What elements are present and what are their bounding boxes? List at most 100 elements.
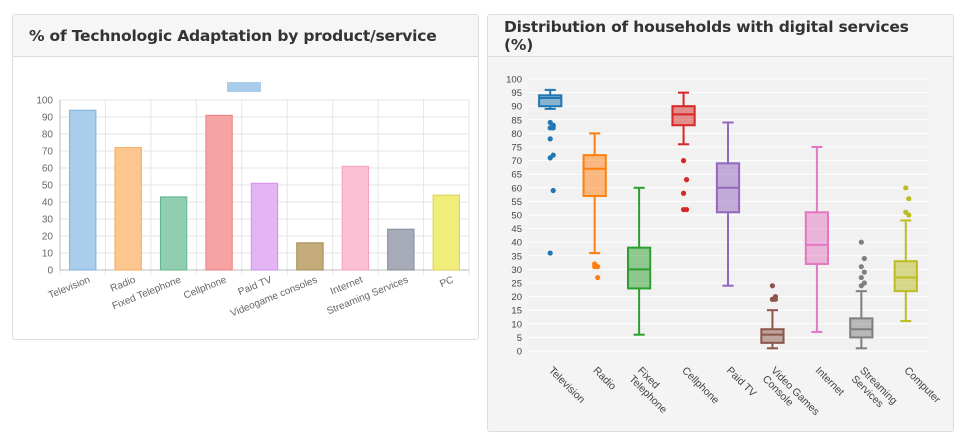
y-tick-label: 15 [511, 306, 522, 317]
x-tick-label: Computer [902, 365, 943, 406]
outlier-point [906, 196, 912, 202]
y-tick-label: 5 [517, 333, 522, 344]
y-tick-label: 50 [42, 181, 54, 192]
x-tick-label-line: Internet [813, 365, 847, 399]
y-tick-label: 10 [511, 319, 522, 330]
x-tick-label-line: Paid TV [724, 365, 759, 400]
x-tick-label: Cellphone [679, 365, 721, 407]
box [627, 246, 652, 290]
bar [341, 165, 370, 271]
x-tick-label-line: Computer [902, 365, 943, 406]
y-tick-label: 40 [42, 198, 54, 209]
x-tick-label: StreamingServices [849, 365, 900, 416]
outlier-point [683, 177, 690, 183]
outlier-point [861, 255, 867, 262]
box [582, 154, 607, 197]
y-tick-label: 30 [42, 215, 54, 226]
x-tick-label-line: Cellphone [679, 365, 721, 407]
y-tick-label: 85 [511, 115, 522, 126]
y-tick-label: 60 [42, 164, 54, 175]
bar [296, 242, 324, 271]
outlier-point [547, 155, 553, 161]
box [893, 260, 918, 293]
y-tick-label: 0 [517, 347, 522, 358]
y-tick-label: 30 [511, 265, 522, 276]
x-tick-label: Internet [813, 365, 847, 399]
bar [205, 114, 233, 271]
y-tick-label: 60 [511, 183, 522, 194]
outlier-point [858, 239, 864, 245]
outlier-point [550, 187, 556, 194]
bar [159, 196, 188, 271]
box-plot-body: 0 5 10 15 20 25 30 35 40 45 50 55 60 65 70 75 80 85 90 95 10… [488, 58, 953, 431]
box [671, 105, 696, 127]
outlier-point [861, 269, 867, 275]
y-tick-label: 20 [511, 292, 522, 303]
y-tick-label: 90 [511, 102, 522, 113]
x-tick-label: Paid TV [724, 365, 759, 400]
x-tick-label: Television [47, 275, 92, 302]
x-tick-label: Television [546, 365, 587, 406]
y-tick-label: 40 [511, 238, 522, 249]
y-tick-label: 80 [511, 129, 522, 140]
x-tick-label: Radio [109, 274, 138, 294]
outlier-point [595, 274, 601, 281]
y-tick-label: 70 [42, 147, 54, 158]
bar [114, 147, 142, 271]
bar-chart-title: % of Technologic Adaptation by product/s… [29, 26, 437, 45]
outlier-point [906, 212, 912, 218]
box [849, 317, 874, 339]
box-plot-panel: Distribution of households with digital … [487, 14, 954, 432]
box-plot-header: Distribution of households with digital … [488, 15, 953, 57]
x-tick-label: Video GamesConsole [760, 365, 822, 427]
box [538, 94, 563, 108]
legend-swatch [227, 82, 261, 92]
bar [69, 109, 97, 271]
y-tick-label: 70 [511, 156, 522, 167]
outlier-point [547, 250, 553, 256]
y-tick-label: 75 [511, 143, 522, 154]
x-tick-label: PC [438, 275, 455, 290]
y-tick-label: 80 [42, 130, 54, 141]
y-tick-label: 95 [511, 88, 522, 99]
x-tick-label: FixedTelephone [627, 365, 678, 416]
x-tick-label-line: Television [546, 365, 587, 406]
y-tick-label: 90 [42, 113, 54, 124]
outlier-point [680, 190, 687, 196]
outlier-point [592, 264, 598, 270]
box [760, 328, 785, 344]
bar-chart-header: % of Technologic Adaptation by product/s… [13, 15, 478, 57]
outlier-point [858, 274, 864, 281]
y-tick-label: 100 [506, 75, 522, 86]
outlier-point [550, 125, 556, 131]
bar-chart-panel: % of Technologic Adaptation by product/s… [12, 14, 479, 340]
outlier-point [858, 283, 864, 289]
y-tick-label: 10 [42, 249, 54, 260]
y-tick-label: 65 [511, 170, 522, 181]
y-tick-label: 0 [47, 266, 53, 277]
y-tick-label: 25 [511, 279, 522, 290]
y-tick-label: 50 [511, 211, 522, 222]
x-tick-label: Radio [591, 365, 619, 393]
box [804, 211, 829, 265]
outlier-point [680, 206, 687, 213]
bar [250, 182, 279, 271]
y-tick-label: 55 [511, 197, 522, 208]
bar [387, 228, 415, 271]
outlier-point [769, 283, 776, 289]
outlier-point [858, 264, 864, 270]
bar-chart-body: 0 10 20 30 40 50 60 70 80 90 100 Television Radio Fix… [13, 58, 478, 339]
x-tick-label-line: Radio [591, 365, 619, 393]
y-tick-label: 45 [511, 224, 522, 235]
x-tick-label: Streaming Services [325, 275, 410, 318]
outlier-point [680, 158, 687, 164]
outlier-point [769, 296, 776, 302]
bar [432, 194, 460, 271]
y-tick-label: 20 [42, 232, 54, 243]
outlier-point [903, 185, 909, 191]
x-tick-label: Cellphone [182, 274, 228, 301]
box-plot: 0 5 10 15 20 25 30 35 40 45 50 55 60 65 70 75 80 85 90 95 10… [506, 75, 943, 427]
box-plot-title: Distribution of households with digital … [504, 17, 909, 54]
y-tick-label: 35 [511, 251, 522, 262]
